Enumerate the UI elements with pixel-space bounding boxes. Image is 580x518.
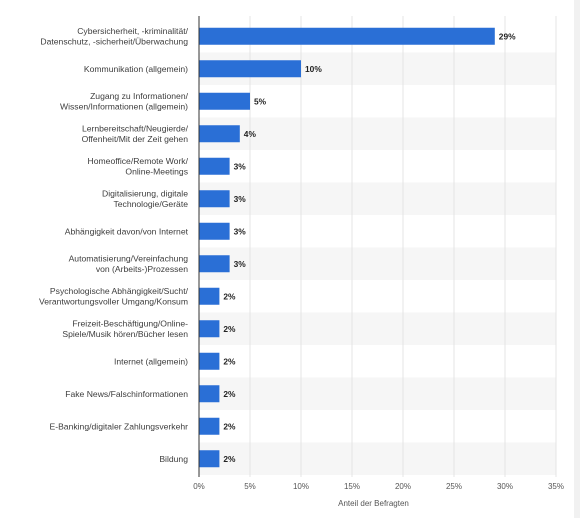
value-label: 2% — [223, 454, 236, 464]
bar — [199, 450, 220, 468]
category-label: Digitalisierung, digitale Technologie/Ger… — [102, 189, 188, 210]
row-band — [199, 442, 556, 475]
x-tick-label: 5% — [244, 482, 256, 491]
category-label: Fake News/Falschinformationen — [65, 389, 188, 399]
category-label: Kommunikation (allgemein) — [84, 64, 188, 74]
category-label: Psychologische Abhängigkeit/Sucht/Verant… — [39, 286, 189, 307]
value-label: 29% — [499, 31, 516, 41]
x-tick-label: 10% — [293, 482, 309, 491]
x-tick-label: 20% — [395, 482, 411, 491]
row-band — [199, 182, 556, 215]
bar — [199, 190, 230, 208]
bar — [199, 255, 230, 273]
bar — [199, 157, 230, 175]
bars — [199, 27, 495, 468]
row-band — [199, 312, 556, 345]
bar — [199, 125, 240, 143]
category-label: Homeoffice/Remote Work/Online-Meetings — [88, 156, 189, 177]
value-label: 10% — [305, 64, 322, 74]
row-band — [199, 247, 556, 280]
value-label: 3% — [234, 194, 247, 204]
x-tick-label: 35% — [548, 482, 564, 491]
x-tick-label: 30% — [497, 482, 513, 491]
category-labels: Cybersicherheit, -kriminalität/Datenschu… — [39, 26, 189, 464]
bar — [199, 27, 495, 45]
x-tick-label: 15% — [344, 482, 360, 491]
category-label: Lernbereitschaft/Neugierde/Offenheit/Mit… — [82, 124, 189, 145]
bar — [199, 287, 220, 305]
category-label: Abhängigkeit davon/von Internet — [65, 226, 189, 236]
category-label: Automatisierung/Vereinfachung von (Arbeit… — [69, 254, 189, 275]
category-label: Internet (allgemein) — [114, 356, 188, 366]
value-label: 2% — [223, 291, 236, 301]
value-label: 2% — [223, 324, 236, 334]
value-labels: 29% 10% 5% 4% 3% 3% 3% 3% 2% 2% 2% 2% 2% 2% — [223, 31, 516, 464]
value-label: 2% — [223, 421, 236, 431]
x-axis-title: Anteil der Befragten — [338, 499, 409, 508]
bar — [199, 352, 220, 370]
x-tick-label: 25% — [446, 482, 462, 491]
value-label: 3% — [234, 226, 247, 236]
value-label: 3% — [234, 259, 247, 269]
value-label: 2% — [223, 389, 236, 399]
category-label: Zugang zu Informationen/Wissen/Informati… — [60, 91, 189, 112]
x-tick-labels: 0% 5% 10% 15% 20% 25% 30% 35% — [193, 482, 564, 491]
scroll-edge — [574, 0, 580, 518]
row-band — [199, 377, 556, 410]
bar — [199, 320, 220, 338]
value-label: 4% — [244, 129, 257, 139]
row-band — [199, 117, 556, 150]
value-label: 5% — [254, 96, 267, 106]
bar — [199, 417, 220, 435]
category-label: Freizeit-Beschäftigung/Online-Spiele/Mus… — [62, 319, 188, 340]
bar — [199, 92, 250, 110]
x-tick-label: 0% — [193, 482, 205, 491]
category-label: Cybersicherheit, -kriminalität/Datenschu… — [40, 26, 188, 47]
bar — [199, 60, 301, 78]
value-label: 3% — [234, 161, 247, 171]
category-label: E-Banking/digitaler Zahlungsverkehr — [49, 421, 188, 431]
category-label: Bildung — [159, 454, 188, 464]
row-backgrounds — [199, 52, 556, 475]
bar — [199, 222, 230, 240]
value-label: 2% — [223, 356, 236, 366]
bar — [199, 385, 220, 403]
